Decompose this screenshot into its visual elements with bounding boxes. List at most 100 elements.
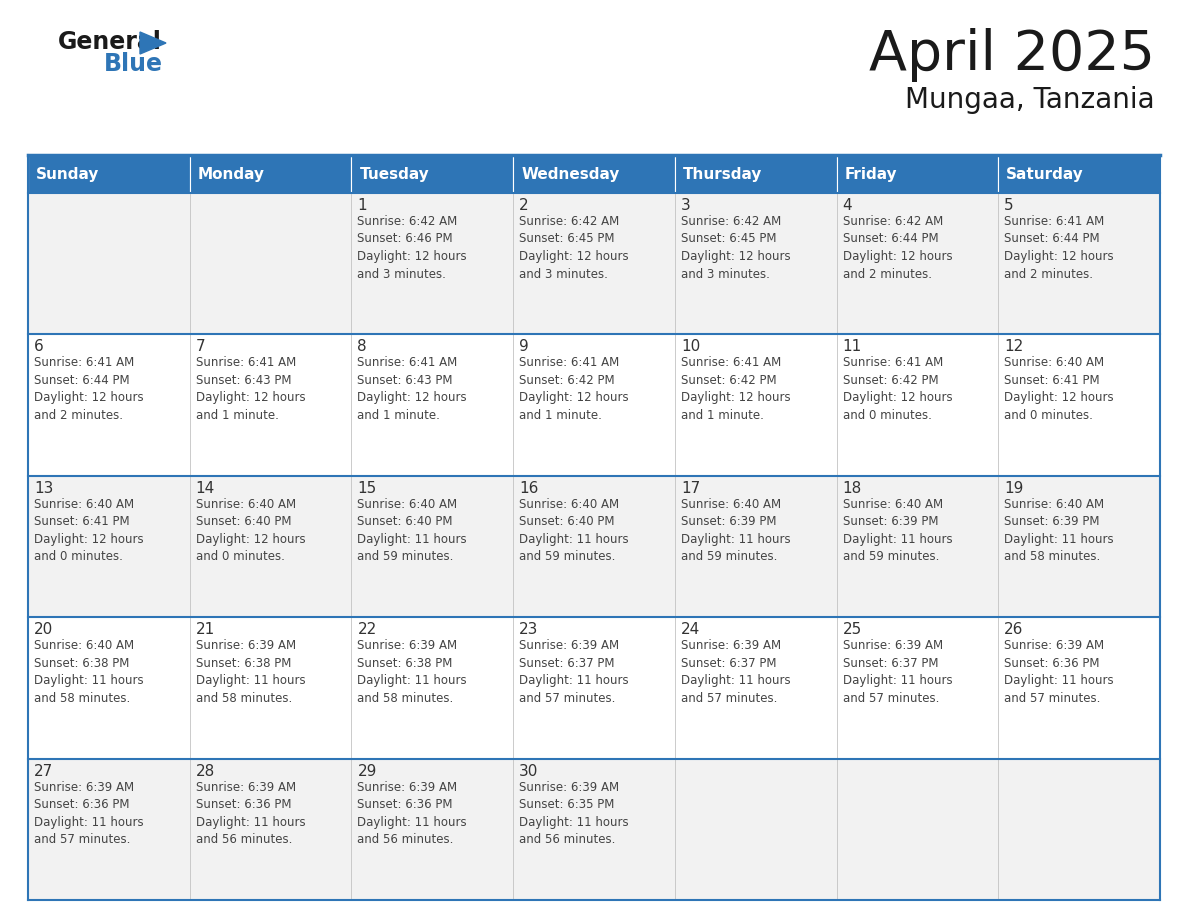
- Bar: [675, 155, 836, 193]
- Bar: [190, 758, 352, 900]
- Bar: [513, 193, 675, 334]
- Text: 26: 26: [1004, 622, 1024, 637]
- Bar: [352, 334, 513, 476]
- Text: Sunrise: 6:40 AM
Sunset: 6:38 PM
Daylight: 11 hours
and 58 minutes.: Sunrise: 6:40 AM Sunset: 6:38 PM Dayligh…: [34, 639, 144, 705]
- Bar: [998, 758, 1159, 900]
- Text: 7: 7: [196, 340, 206, 354]
- Bar: [513, 334, 675, 476]
- Text: 23: 23: [519, 622, 538, 637]
- Text: Thursday: Thursday: [683, 166, 763, 182]
- Text: Mungaa, Tanzania: Mungaa, Tanzania: [905, 86, 1155, 114]
- Text: 1: 1: [358, 198, 367, 213]
- Text: Sunrise: 6:39 AM
Sunset: 6:35 PM
Daylight: 11 hours
and 56 minutes.: Sunrise: 6:39 AM Sunset: 6:35 PM Dayligh…: [519, 780, 628, 846]
- Text: Monday: Monday: [197, 166, 265, 182]
- Text: Sunrise: 6:39 AM
Sunset: 6:38 PM
Daylight: 11 hours
and 58 minutes.: Sunrise: 6:39 AM Sunset: 6:38 PM Dayligh…: [358, 639, 467, 705]
- Bar: [998, 617, 1159, 758]
- Text: Sunrise: 6:39 AM
Sunset: 6:37 PM
Daylight: 11 hours
and 57 minutes.: Sunrise: 6:39 AM Sunset: 6:37 PM Dayligh…: [842, 639, 953, 705]
- Text: Sunrise: 6:41 AM
Sunset: 6:42 PM
Daylight: 12 hours
and 1 minute.: Sunrise: 6:41 AM Sunset: 6:42 PM Dayligh…: [519, 356, 628, 422]
- Text: 5: 5: [1004, 198, 1013, 213]
- Text: Wednesday: Wednesday: [522, 166, 619, 182]
- Text: 27: 27: [34, 764, 53, 778]
- Bar: [190, 476, 352, 617]
- Bar: [29, 155, 190, 193]
- Bar: [998, 334, 1159, 476]
- Text: 18: 18: [842, 481, 861, 496]
- Bar: [675, 617, 836, 758]
- Text: Sunrise: 6:39 AM
Sunset: 6:36 PM
Daylight: 11 hours
and 57 minutes.: Sunrise: 6:39 AM Sunset: 6:36 PM Dayligh…: [34, 780, 144, 846]
- Text: 4: 4: [842, 198, 852, 213]
- Text: 3: 3: [681, 198, 690, 213]
- Bar: [190, 193, 352, 334]
- Bar: [513, 476, 675, 617]
- Text: 22: 22: [358, 622, 377, 637]
- Text: April 2025: April 2025: [868, 28, 1155, 82]
- Bar: [513, 617, 675, 758]
- Bar: [675, 758, 836, 900]
- Text: 13: 13: [34, 481, 53, 496]
- Bar: [998, 476, 1159, 617]
- Text: 29: 29: [358, 764, 377, 778]
- Text: Saturday: Saturday: [1006, 166, 1083, 182]
- Text: Sunday: Sunday: [36, 166, 100, 182]
- Bar: [836, 617, 998, 758]
- Text: Sunrise: 6:39 AM
Sunset: 6:37 PM
Daylight: 11 hours
and 57 minutes.: Sunrise: 6:39 AM Sunset: 6:37 PM Dayligh…: [519, 639, 628, 705]
- Text: 6: 6: [34, 340, 44, 354]
- Bar: [352, 155, 513, 193]
- Bar: [352, 758, 513, 900]
- Text: Blue: Blue: [105, 52, 163, 76]
- Bar: [352, 193, 513, 334]
- Text: Sunrise: 6:39 AM
Sunset: 6:36 PM
Daylight: 11 hours
and 56 minutes.: Sunrise: 6:39 AM Sunset: 6:36 PM Dayligh…: [196, 780, 305, 846]
- Text: Sunrise: 6:40 AM
Sunset: 6:39 PM
Daylight: 11 hours
and 58 minutes.: Sunrise: 6:40 AM Sunset: 6:39 PM Dayligh…: [1004, 498, 1114, 564]
- Text: Sunrise: 6:40 AM
Sunset: 6:40 PM
Daylight: 12 hours
and 0 minutes.: Sunrise: 6:40 AM Sunset: 6:40 PM Dayligh…: [196, 498, 305, 564]
- Bar: [998, 193, 1159, 334]
- Bar: [836, 758, 998, 900]
- Text: Sunrise: 6:42 AM
Sunset: 6:46 PM
Daylight: 12 hours
and 3 minutes.: Sunrise: 6:42 AM Sunset: 6:46 PM Dayligh…: [358, 215, 467, 281]
- Bar: [513, 758, 675, 900]
- Bar: [190, 155, 352, 193]
- Text: 25: 25: [842, 622, 861, 637]
- Text: Sunrise: 6:42 AM
Sunset: 6:45 PM
Daylight: 12 hours
and 3 minutes.: Sunrise: 6:42 AM Sunset: 6:45 PM Dayligh…: [519, 215, 628, 281]
- Text: Sunrise: 6:41 AM
Sunset: 6:43 PM
Daylight: 12 hours
and 1 minute.: Sunrise: 6:41 AM Sunset: 6:43 PM Dayligh…: [196, 356, 305, 422]
- Text: 14: 14: [196, 481, 215, 496]
- Text: Sunrise: 6:42 AM
Sunset: 6:44 PM
Daylight: 12 hours
and 2 minutes.: Sunrise: 6:42 AM Sunset: 6:44 PM Dayligh…: [842, 215, 953, 281]
- Text: 17: 17: [681, 481, 700, 496]
- Bar: [836, 193, 998, 334]
- Text: 12: 12: [1004, 340, 1024, 354]
- Bar: [836, 155, 998, 193]
- Text: Sunrise: 6:41 AM
Sunset: 6:42 PM
Daylight: 12 hours
and 1 minute.: Sunrise: 6:41 AM Sunset: 6:42 PM Dayligh…: [681, 356, 790, 422]
- Text: Sunrise: 6:41 AM
Sunset: 6:44 PM
Daylight: 12 hours
and 2 minutes.: Sunrise: 6:41 AM Sunset: 6:44 PM Dayligh…: [1004, 215, 1114, 281]
- Bar: [29, 758, 190, 900]
- Bar: [675, 334, 836, 476]
- Bar: [998, 155, 1159, 193]
- Text: 21: 21: [196, 622, 215, 637]
- Text: Sunrise: 6:40 AM
Sunset: 6:39 PM
Daylight: 11 hours
and 59 minutes.: Sunrise: 6:40 AM Sunset: 6:39 PM Dayligh…: [681, 498, 790, 564]
- Text: Sunrise: 6:41 AM
Sunset: 6:42 PM
Daylight: 12 hours
and 0 minutes.: Sunrise: 6:41 AM Sunset: 6:42 PM Dayligh…: [842, 356, 953, 422]
- Bar: [836, 334, 998, 476]
- Text: 8: 8: [358, 340, 367, 354]
- Text: Sunrise: 6:40 AM
Sunset: 6:40 PM
Daylight: 11 hours
and 59 minutes.: Sunrise: 6:40 AM Sunset: 6:40 PM Dayligh…: [358, 498, 467, 564]
- Text: Sunrise: 6:40 AM
Sunset: 6:41 PM
Daylight: 12 hours
and 0 minutes.: Sunrise: 6:40 AM Sunset: 6:41 PM Dayligh…: [34, 498, 144, 564]
- Text: 11: 11: [842, 340, 861, 354]
- Bar: [190, 617, 352, 758]
- Text: Tuesday: Tuesday: [360, 166, 429, 182]
- Polygon shape: [140, 32, 166, 54]
- Bar: [836, 476, 998, 617]
- Text: Sunrise: 6:39 AM
Sunset: 6:37 PM
Daylight: 11 hours
and 57 minutes.: Sunrise: 6:39 AM Sunset: 6:37 PM Dayligh…: [681, 639, 790, 705]
- Text: 19: 19: [1004, 481, 1024, 496]
- Text: Sunrise: 6:40 AM
Sunset: 6:39 PM
Daylight: 11 hours
and 59 minutes.: Sunrise: 6:40 AM Sunset: 6:39 PM Dayligh…: [842, 498, 953, 564]
- Text: 9: 9: [519, 340, 529, 354]
- Text: 15: 15: [358, 481, 377, 496]
- Text: Sunrise: 6:40 AM
Sunset: 6:40 PM
Daylight: 11 hours
and 59 minutes.: Sunrise: 6:40 AM Sunset: 6:40 PM Dayligh…: [519, 498, 628, 564]
- Text: Sunrise: 6:42 AM
Sunset: 6:45 PM
Daylight: 12 hours
and 3 minutes.: Sunrise: 6:42 AM Sunset: 6:45 PM Dayligh…: [681, 215, 790, 281]
- Bar: [190, 334, 352, 476]
- Text: 16: 16: [519, 481, 538, 496]
- Text: Sunrise: 6:39 AM
Sunset: 6:36 PM
Daylight: 11 hours
and 56 minutes.: Sunrise: 6:39 AM Sunset: 6:36 PM Dayligh…: [358, 780, 467, 846]
- Bar: [352, 617, 513, 758]
- Bar: [675, 476, 836, 617]
- Text: 2: 2: [519, 198, 529, 213]
- Bar: [352, 476, 513, 617]
- Text: 20: 20: [34, 622, 53, 637]
- Bar: [675, 193, 836, 334]
- Bar: [29, 617, 190, 758]
- Text: General: General: [58, 30, 162, 54]
